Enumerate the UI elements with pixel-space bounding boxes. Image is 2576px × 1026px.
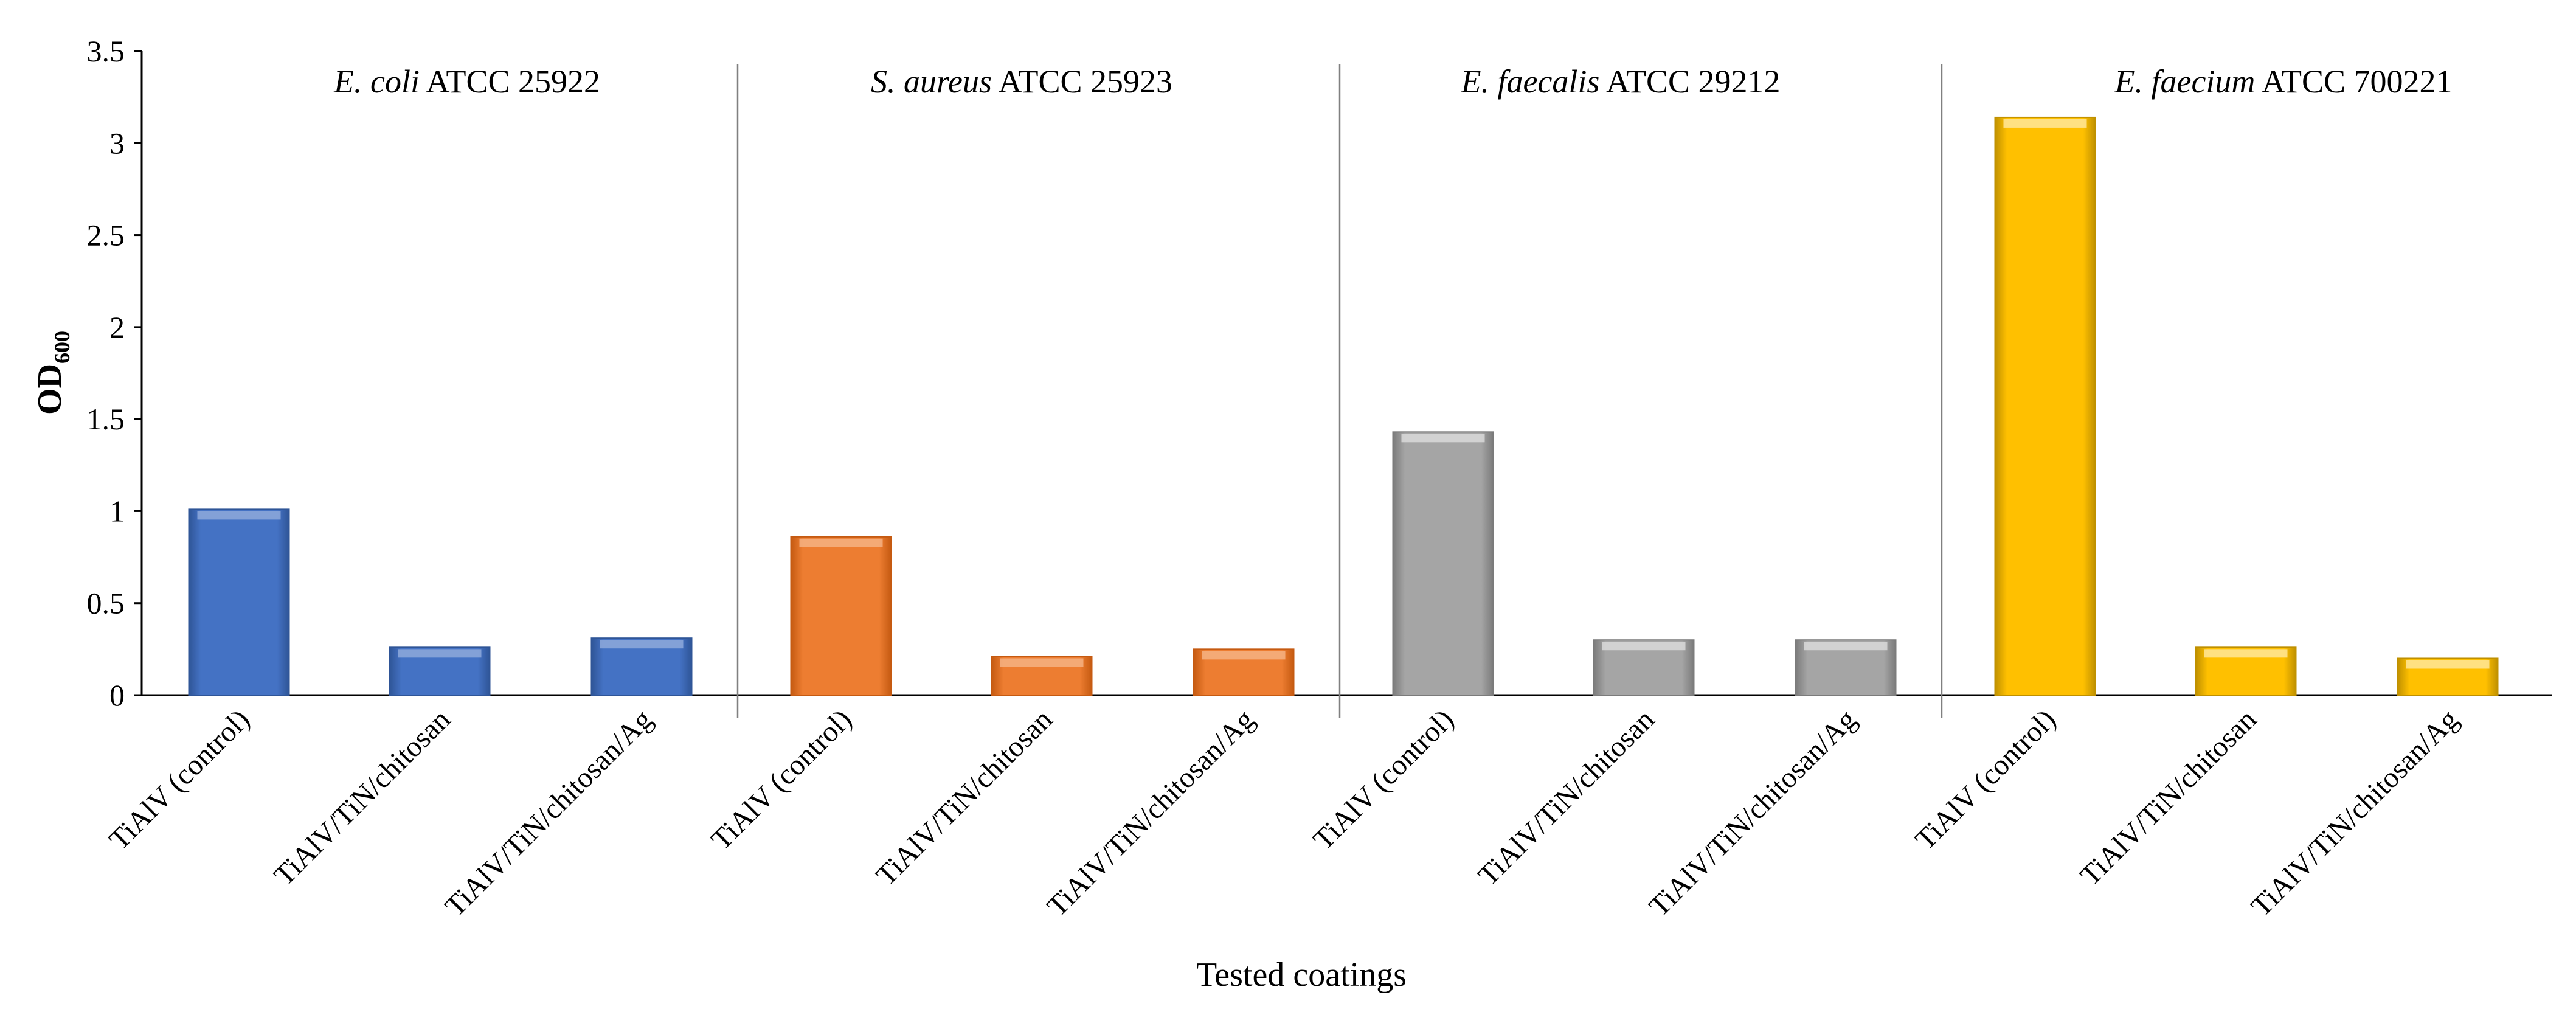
- bar: [1994, 116, 2096, 696]
- y-tick-label: 1.5: [87, 402, 125, 436]
- x-tick-label: TiAlV/TiN/chitosan: [2074, 703, 2262, 892]
- group-title: E. faecium ATCC 700221: [2114, 63, 2453, 100]
- y-tick-label: 1: [109, 494, 125, 528]
- bar: [790, 536, 892, 696]
- bar: [188, 508, 290, 696]
- bar-highlight: [1602, 642, 1686, 651]
- y-tick-label: 0: [109, 678, 125, 712]
- x-tick-labels: TiAlV (control) TiAlV/TiN/chitosanTiAlV/T…: [103, 703, 2465, 923]
- group-title: E. faecalis ATCC 29212: [1460, 63, 1780, 100]
- group-title-organism: E. faecalis: [1460, 63, 1599, 100]
- group-title-organism: E. coli: [333, 63, 420, 100]
- x-tick-label: TiAlV/TiN/chitosan/Ag: [1643, 703, 1863, 923]
- y-tick-labels: 0 0.5 1 1.5 2 2.5 3 3.5: [87, 34, 142, 712]
- bar-highlight: [1000, 658, 1084, 667]
- x-tick-label: TiAlV/TiN/chitosan/Ag: [439, 703, 659, 923]
- y-tick-label: 0.5: [87, 586, 125, 620]
- bar-highlight: [2204, 649, 2288, 658]
- x-tick-label: TiAlV/TiN/chitosan: [268, 703, 456, 892]
- group-title-organism: S. aureus: [871, 63, 992, 100]
- y-tick-label: 2.5: [87, 218, 125, 252]
- group-separators: [736, 64, 1943, 718]
- bars: [188, 116, 2499, 696]
- x-axis-label: Tested coatings: [1196, 956, 1407, 994]
- bar-highlight: [1804, 642, 1888, 651]
- x-tick-label: TiAlV/TiN/chitosan/Ag: [1041, 703, 1261, 923]
- bar-highlight: [1202, 651, 1286, 660]
- bar-highlight: [600, 640, 684, 649]
- x-tick-label: TiAlV/TiN/chitosan: [1472, 703, 1660, 892]
- y-axis-label: OD600: [31, 331, 74, 415]
- group-title: S. aureus ATCC 25923: [871, 63, 1172, 100]
- group-title-strain: ATCC 25923: [992, 63, 1172, 100]
- x-tick-label: TiAlV (control): [705, 703, 858, 856]
- group-titles: E. coli ATCC 25922 S. aureus ATCC 25923 E.…: [333, 63, 2453, 100]
- group-title-strain: ATCC 25922: [420, 63, 600, 100]
- bar-highlight: [1401, 434, 1485, 443]
- group-title-strain: ATCC 29212: [1599, 63, 1780, 100]
- bar-highlight: [2406, 660, 2490, 669]
- y-tick-label: 3: [109, 126, 125, 160]
- x-tick-label: TiAlV/TiN/chitosan: [870, 703, 1058, 892]
- x-tick-label: TiAlV (control): [1909, 703, 2062, 856]
- x-tick-label: TiAlV (control): [1307, 703, 1460, 856]
- axes: [140, 51, 2552, 696]
- bar-highlight: [799, 538, 883, 547]
- group-title-strain: ATCC 700221: [2255, 63, 2452, 100]
- bar-highlight: [2003, 119, 2087, 128]
- y-tick-label: 2: [109, 310, 125, 344]
- bar-highlight: [197, 511, 281, 520]
- group-title: E. coli ATCC 25922: [333, 63, 600, 100]
- group-title-organism: E. faecium: [2114, 63, 2256, 100]
- bar: [1392, 431, 1494, 696]
- x-tick-label: TiAlV/TiN/chitosan/Ag: [2245, 703, 2465, 923]
- x-tick-label: TiAlV (control): [103, 703, 256, 856]
- bar-highlight: [398, 649, 482, 658]
- y-tick-label: 3.5: [87, 34, 125, 68]
